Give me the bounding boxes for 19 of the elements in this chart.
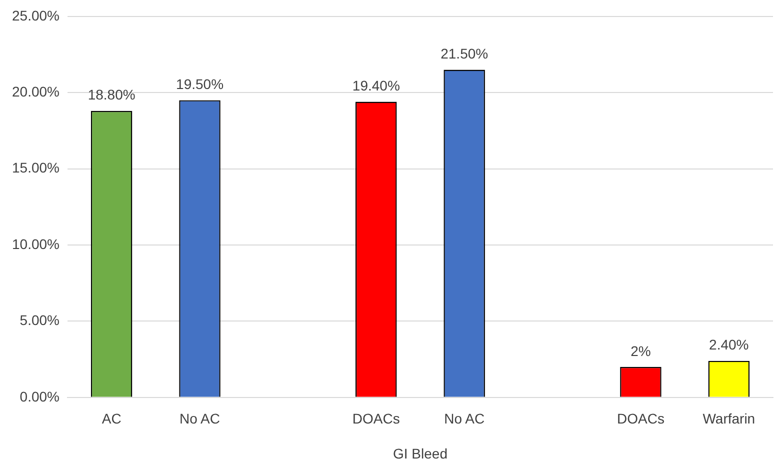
x-axis-title: GI Bleed [393, 445, 448, 462]
x-tick-label: No AC [444, 410, 485, 427]
y-tick-label: 10.00% [12, 236, 60, 252]
data-label: 2% [630, 342, 651, 359]
y-tick-label: 20.00% [12, 83, 60, 100]
y-tick-label: 0.00% [20, 388, 60, 404]
x-tick-label: Warfarin [702, 410, 756, 427]
x-tick-label: No AC [180, 410, 220, 427]
data-label: 21.50% [440, 46, 488, 62]
y-tick-label: 5.00% [20, 312, 60, 328]
data-label: 18.80% [88, 86, 136, 103]
x-tick-label: DOACs [616, 410, 664, 427]
y-tick-label: 15.00% [12, 160, 60, 176]
y-tick-label: 25.00% [12, 7, 60, 24]
x-tick-label: AC [102, 410, 122, 427]
data-label: 19.40% [352, 78, 400, 94]
data-label: 19.50% [176, 76, 224, 92]
x-tick-label: DOACs [352, 410, 400, 427]
data-label: 2.40% [709, 336, 749, 353]
